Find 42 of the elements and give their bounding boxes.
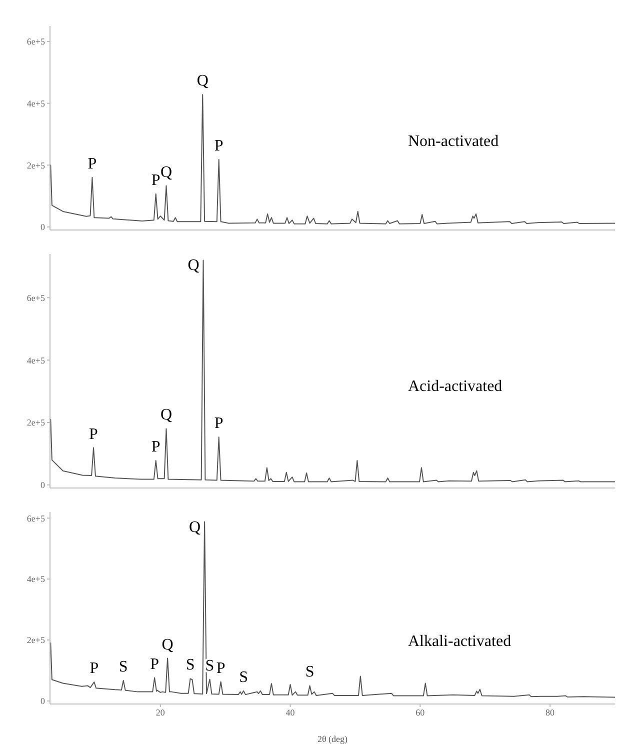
annotation: S (305, 664, 314, 681)
annotation: P (88, 155, 97, 172)
annotation: P (89, 426, 98, 443)
annotation: S (239, 668, 248, 686)
text: Alkali-activated (408, 632, 512, 651)
y-tick-label: 2e+5 (26, 160, 46, 170)
line-series (50, 94, 615, 224)
annotation: Q (196, 72, 209, 90)
annotation: Q (189, 518, 201, 536)
line-series (50, 260, 615, 482)
y-tick-label: 0 (40, 222, 46, 232)
y-tick-label: 2e+5 (26, 635, 46, 646)
y-tick-label: 6e+5 (26, 36, 46, 47)
annotation: P (214, 415, 224, 432)
x-tick-label: 60 (416, 707, 426, 718)
y-tick-label: 4e+5 (26, 355, 46, 366)
annotation: P (90, 660, 99, 678)
annotation: P (214, 138, 224, 155)
x-tick-label: 20 (156, 707, 166, 718)
y-tick-label: 0 (40, 480, 46, 490)
x-axis-title: 2θ (deg) (317, 734, 348, 744)
x-tick-label: 80 (546, 707, 556, 718)
annotation: P (151, 172, 160, 189)
y-tick-label: 4e+5 (26, 98, 46, 108)
annotation: Q (160, 406, 172, 424)
y-tick-label: 4e+5 (26, 574, 46, 584)
line-series (50, 521, 615, 698)
text: Non-activated (408, 133, 499, 152)
y-tick-label: 6e+5 (26, 513, 46, 524)
annotation: P (150, 656, 160, 673)
annotation: Q (188, 257, 200, 274)
y-tick-label: 6e+5 (26, 292, 46, 303)
y-tick-label: 0 (40, 696, 46, 706)
annotation: P (151, 438, 160, 456)
annotation: Q (160, 164, 172, 181)
annotation: S (118, 658, 128, 676)
x-tick-label: 40 (286, 707, 296, 718)
text: Acid-activated (408, 378, 502, 396)
annotation: Q (162, 636, 174, 654)
y-tick-label: 2e+5 (26, 418, 46, 428)
annotation: S (186, 656, 195, 674)
annotation: P (216, 660, 226, 677)
